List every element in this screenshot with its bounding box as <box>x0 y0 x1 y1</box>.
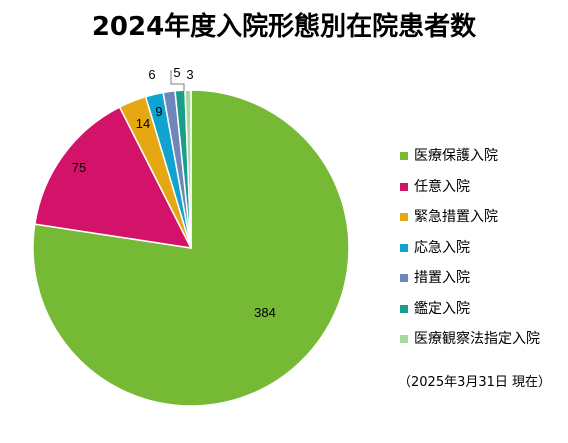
legend: 医療保護入院 任意入院緊急措置入院 応急入院措置入院鑑定入院医療観察法指定入院 <box>400 146 540 360</box>
legend-label: 緊急措置入院 <box>414 209 498 225</box>
pie-data-labels: 384 75 14 9 6 5 3 <box>72 65 276 320</box>
legend-swatch <box>400 243 408 252</box>
chart-title: 2024年度入院形態別在院患者数 <box>91 12 477 42</box>
pie-slices <box>32 89 350 407</box>
legend-item: 鑑定入院 <box>400 299 540 319</box>
legend-label: 措置入院 <box>414 270 470 286</box>
footnote: （2025年3月31日 現在） <box>398 375 552 390</box>
legend-label: 鑑定入院 <box>414 300 470 317</box>
legend-item: 緊急措置入院 <box>400 207 540 227</box>
legend-item: 医療観察法指定入院 <box>400 329 540 349</box>
legend-swatch <box>400 213 408 221</box>
legend-swatch <box>400 152 408 160</box>
data-label-3: 14 <box>136 116 150 131</box>
legend-swatch <box>400 335 408 343</box>
legend-swatch <box>400 274 408 282</box>
data-label-4: 9 <box>155 104 162 119</box>
legend-item: 任意入院 <box>400 177 540 197</box>
legend-item: 応急入院 <box>400 238 540 258</box>
data-label-2: 75 <box>72 160 86 175</box>
legend-label: 医療保護入院 <box>414 148 498 164</box>
leader-line <box>170 70 185 91</box>
data-label-6: 5 <box>173 65 180 80</box>
data-label-7: 3 <box>186 67 193 82</box>
legend-label: 医療観察法指定入院 <box>414 331 540 347</box>
legend-item: 医療保護入院 <box>400 146 540 166</box>
legend-swatch <box>400 182 408 191</box>
legend-swatch <box>400 304 408 313</box>
legend-label: 応急入院 <box>414 239 470 256</box>
data-label-1: 384 <box>254 305 276 320</box>
pie-slice-2 <box>33 106 193 249</box>
legend-label: 任意入院 <box>414 178 470 195</box>
data-label-5: 6 <box>148 67 155 82</box>
legend-item: 措置入院 <box>400 268 540 288</box>
pie-slice-7 <box>184 89 192 249</box>
